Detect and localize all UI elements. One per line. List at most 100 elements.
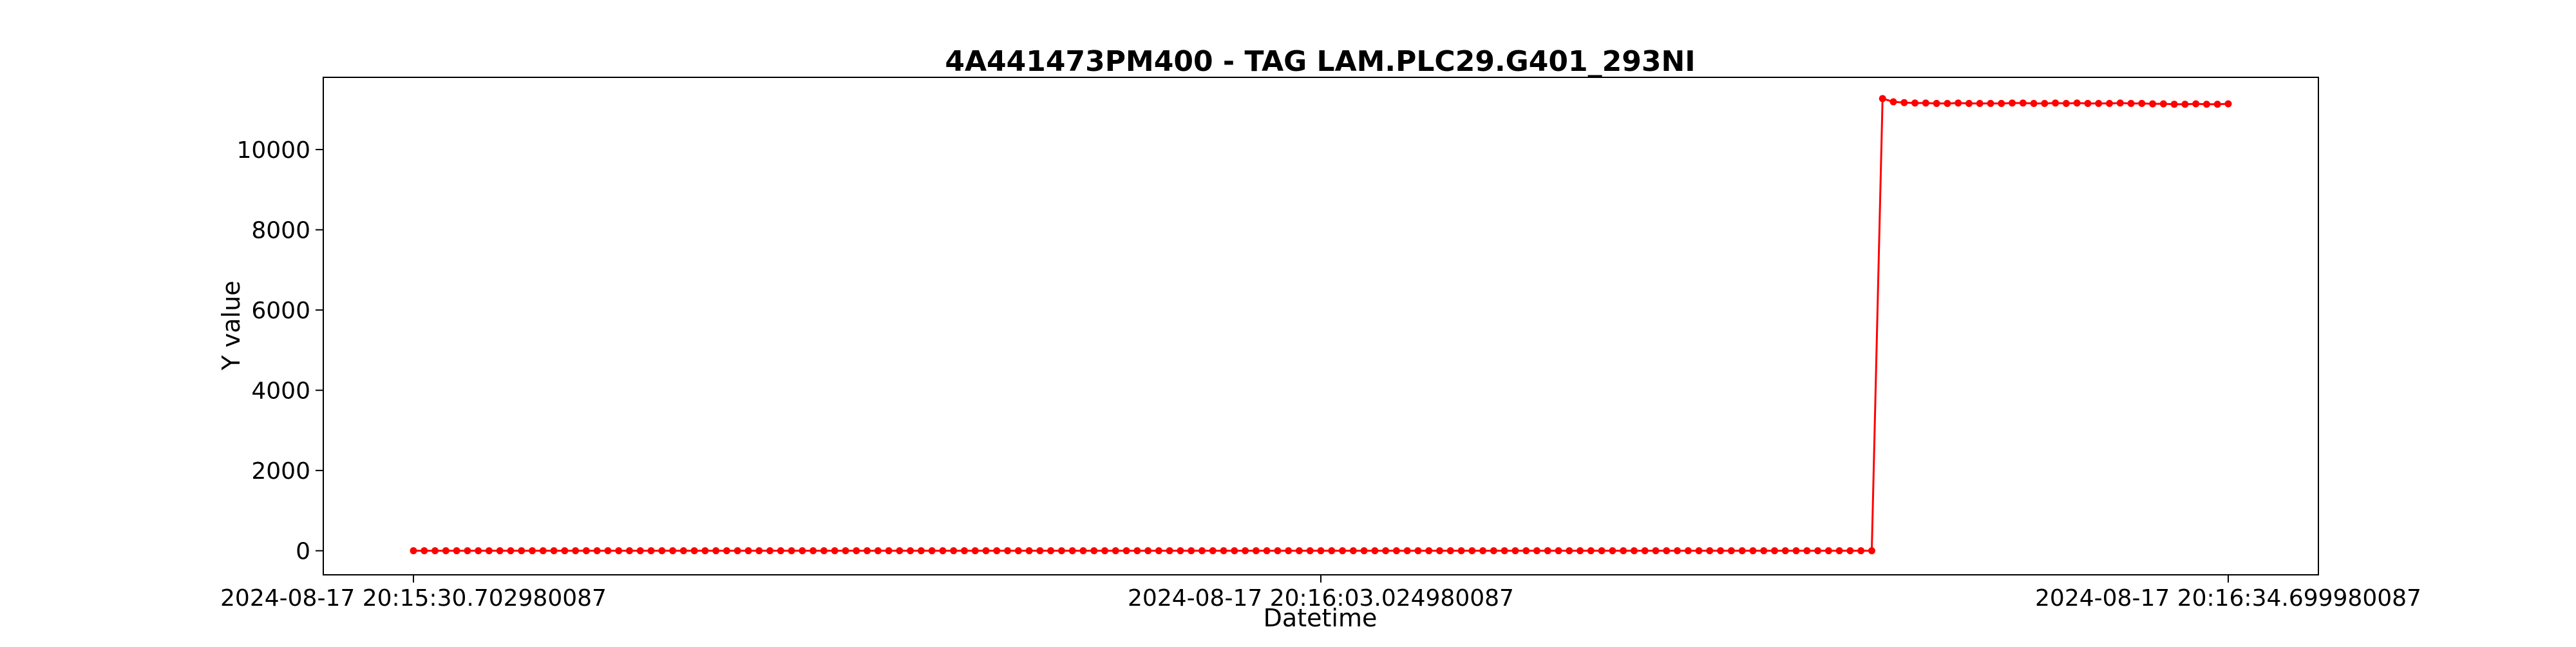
data-point <box>896 547 904 555</box>
data-point <box>874 547 882 555</box>
data-point <box>971 547 979 555</box>
data-point <box>1349 547 1357 555</box>
data-point <box>669 547 677 555</box>
data-point <box>1414 547 1422 555</box>
data-point <box>615 547 623 555</box>
data-point <box>766 547 774 555</box>
data-point <box>1382 547 1390 555</box>
data-point <box>561 547 569 555</box>
data-point <box>431 547 439 555</box>
x-tick-label: 2024-08-17 20:16:34.699980087 <box>2035 585 2421 612</box>
data-point <box>485 547 493 555</box>
plot-frame <box>323 77 2319 575</box>
data-point <box>1749 547 1757 555</box>
data-point <box>1339 547 1347 555</box>
chart-title: 4A441473PM400 - TAG LAM.PLC29.G401_293NI <box>945 45 1695 78</box>
data-point <box>1025 547 1033 555</box>
data-point <box>1511 547 1519 555</box>
data-point <box>1771 547 1778 555</box>
data-point <box>442 547 450 555</box>
data-point <box>1274 547 1282 555</box>
data-point <box>582 547 590 555</box>
data-point <box>1835 547 1843 555</box>
data-point <box>701 547 709 555</box>
data-point <box>1436 547 1444 555</box>
data-point <box>1317 547 1325 555</box>
data-point <box>1911 99 1919 107</box>
data-point <box>1155 547 1162 555</box>
data-point <box>1004 547 1012 555</box>
data-point <box>1706 547 1714 555</box>
data-point <box>2192 100 2200 108</box>
data-point <box>1695 547 1703 555</box>
data-point <box>1306 547 1314 555</box>
data-point <box>842 547 849 555</box>
data-point <box>1998 99 2005 107</box>
data-point <box>1760 547 1768 555</box>
data-point <box>1079 547 1087 555</box>
data-point <box>1295 547 1303 555</box>
data-point <box>658 547 666 555</box>
data-point <box>1360 547 1368 555</box>
data-point <box>885 547 893 555</box>
data-point <box>593 547 601 555</box>
data-point <box>1188 547 1195 555</box>
data-point <box>960 547 968 555</box>
y-tick-label: 10000 <box>236 137 310 164</box>
x-tick-label: 2024-08-17 20:15:30.702980087 <box>220 585 607 612</box>
data-point <box>734 547 741 555</box>
y-tick-label: 6000 <box>251 298 310 324</box>
data-point <box>1198 547 1206 555</box>
data-point <box>907 547 914 555</box>
data-point <box>1122 547 1130 555</box>
data-point <box>1879 95 1886 102</box>
data-point <box>1068 547 1076 555</box>
data-point <box>2149 100 2157 108</box>
data-point <box>1177 547 1184 555</box>
data-point <box>1824 547 1832 555</box>
data-point <box>1922 99 1929 107</box>
data-point <box>1587 547 1595 555</box>
data-point <box>1933 99 1940 107</box>
data-point <box>1889 98 1897 106</box>
data-point <box>1457 547 1465 555</box>
data-point <box>1285 547 1293 555</box>
data-point <box>410 547 417 555</box>
data-point <box>1652 547 1660 555</box>
data-point <box>475 547 482 555</box>
data-point <box>1684 547 1692 555</box>
data-point <box>529 547 536 555</box>
x-axis-ticks: 2024-08-17 20:15:30.702980087 2024-08-17 … <box>220 575 2421 612</box>
data-point <box>1468 547 1476 555</box>
data-point <box>1425 547 1433 555</box>
data-point <box>2138 99 2146 107</box>
data-point <box>1047 547 1055 555</box>
data-point <box>2041 99 2049 107</box>
data-point <box>723 547 730 555</box>
data-point <box>1252 547 1260 555</box>
data-point <box>1609 547 1616 555</box>
data-point <box>1641 547 1649 555</box>
y-tick-label: 4000 <box>251 378 310 405</box>
data-point <box>1566 547 1573 555</box>
data-point <box>647 547 655 555</box>
data-point <box>950 547 958 555</box>
data-point <box>1242 547 1249 555</box>
data-point <box>1717 547 1725 555</box>
series-group <box>410 95 2232 555</box>
data-point <box>1555 547 1562 555</box>
data-point <box>2030 99 2038 107</box>
data-point <box>1209 547 1217 555</box>
data-point <box>1868 547 1875 555</box>
data-point <box>1112 547 1119 555</box>
data-point <box>939 547 947 555</box>
data-point <box>2009 99 2016 107</box>
data-point <box>604 547 612 555</box>
data-point <box>1738 547 1746 555</box>
data-point <box>2213 101 2221 108</box>
data-point <box>1533 547 1540 555</box>
data-point <box>1846 547 1854 555</box>
data-point <box>1965 99 1973 107</box>
data-point <box>1133 547 1141 555</box>
